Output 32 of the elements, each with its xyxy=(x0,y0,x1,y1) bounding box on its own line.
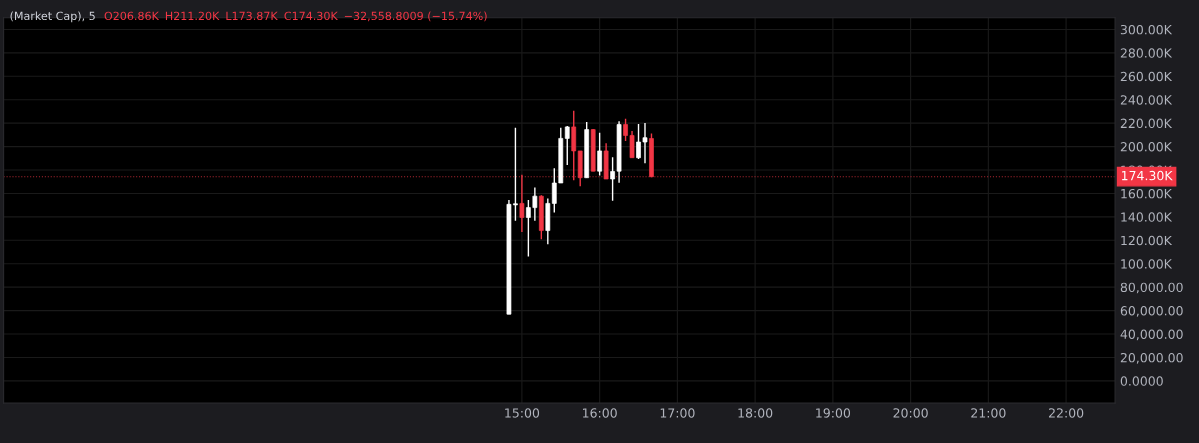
y-tick-label: 60,000.00 xyxy=(1120,306,1183,317)
annotation: −32,558.8009 (−15.74%) xyxy=(344,11,487,22)
annotation: L173.87K xyxy=(226,11,278,21)
y-tick-label: 140.00K xyxy=(1121,212,1173,222)
ref-line-label: 174.30K xyxy=(1122,170,1173,181)
y-tick-label: 80,000.00 xyxy=(1120,282,1183,294)
y-tick-label: 20,000.00 xyxy=(1120,352,1183,364)
x-tick-label: 21:00 xyxy=(971,408,1006,418)
y-tick-label: 40,000.00 xyxy=(1120,329,1183,341)
annotation: C174.30K xyxy=(284,11,338,21)
y-tick-label: 120.00K xyxy=(1121,235,1173,246)
x-tick-label: 19:00 xyxy=(816,408,851,418)
x-tick-label: 16:00 xyxy=(583,408,617,418)
annotation: H211.20K xyxy=(165,11,220,21)
y-tick-label: 100.00K xyxy=(1121,259,1173,269)
x-tick-label: 22:00 xyxy=(1049,408,1084,418)
y-tick-label: 160.00K xyxy=(1121,188,1173,199)
y-tick-label: 280.00K xyxy=(1120,48,1173,58)
candlestick xyxy=(564,125,570,166)
x-tick-label: 17:00 xyxy=(660,408,695,418)
y-tick-label: 300.00K xyxy=(1120,24,1173,35)
x-tick-label: 18:00 xyxy=(738,408,773,418)
y-tick-label: 220.00K xyxy=(1120,118,1173,129)
x-tick-label: 20:00 xyxy=(893,408,928,418)
y-tick-label: 260.00K xyxy=(1120,71,1173,82)
chart-title: (Market Cap), 5 xyxy=(10,11,95,23)
x-tick-label: 15:00 xyxy=(505,408,540,418)
annotation: O206.86K xyxy=(104,11,160,21)
y-tick-label: 200.00K xyxy=(1120,142,1173,152)
y-tick-label: 240.00K xyxy=(1120,95,1173,105)
y-tick-label: 0.0000 xyxy=(1120,376,1163,386)
candlestick xyxy=(597,132,602,177)
